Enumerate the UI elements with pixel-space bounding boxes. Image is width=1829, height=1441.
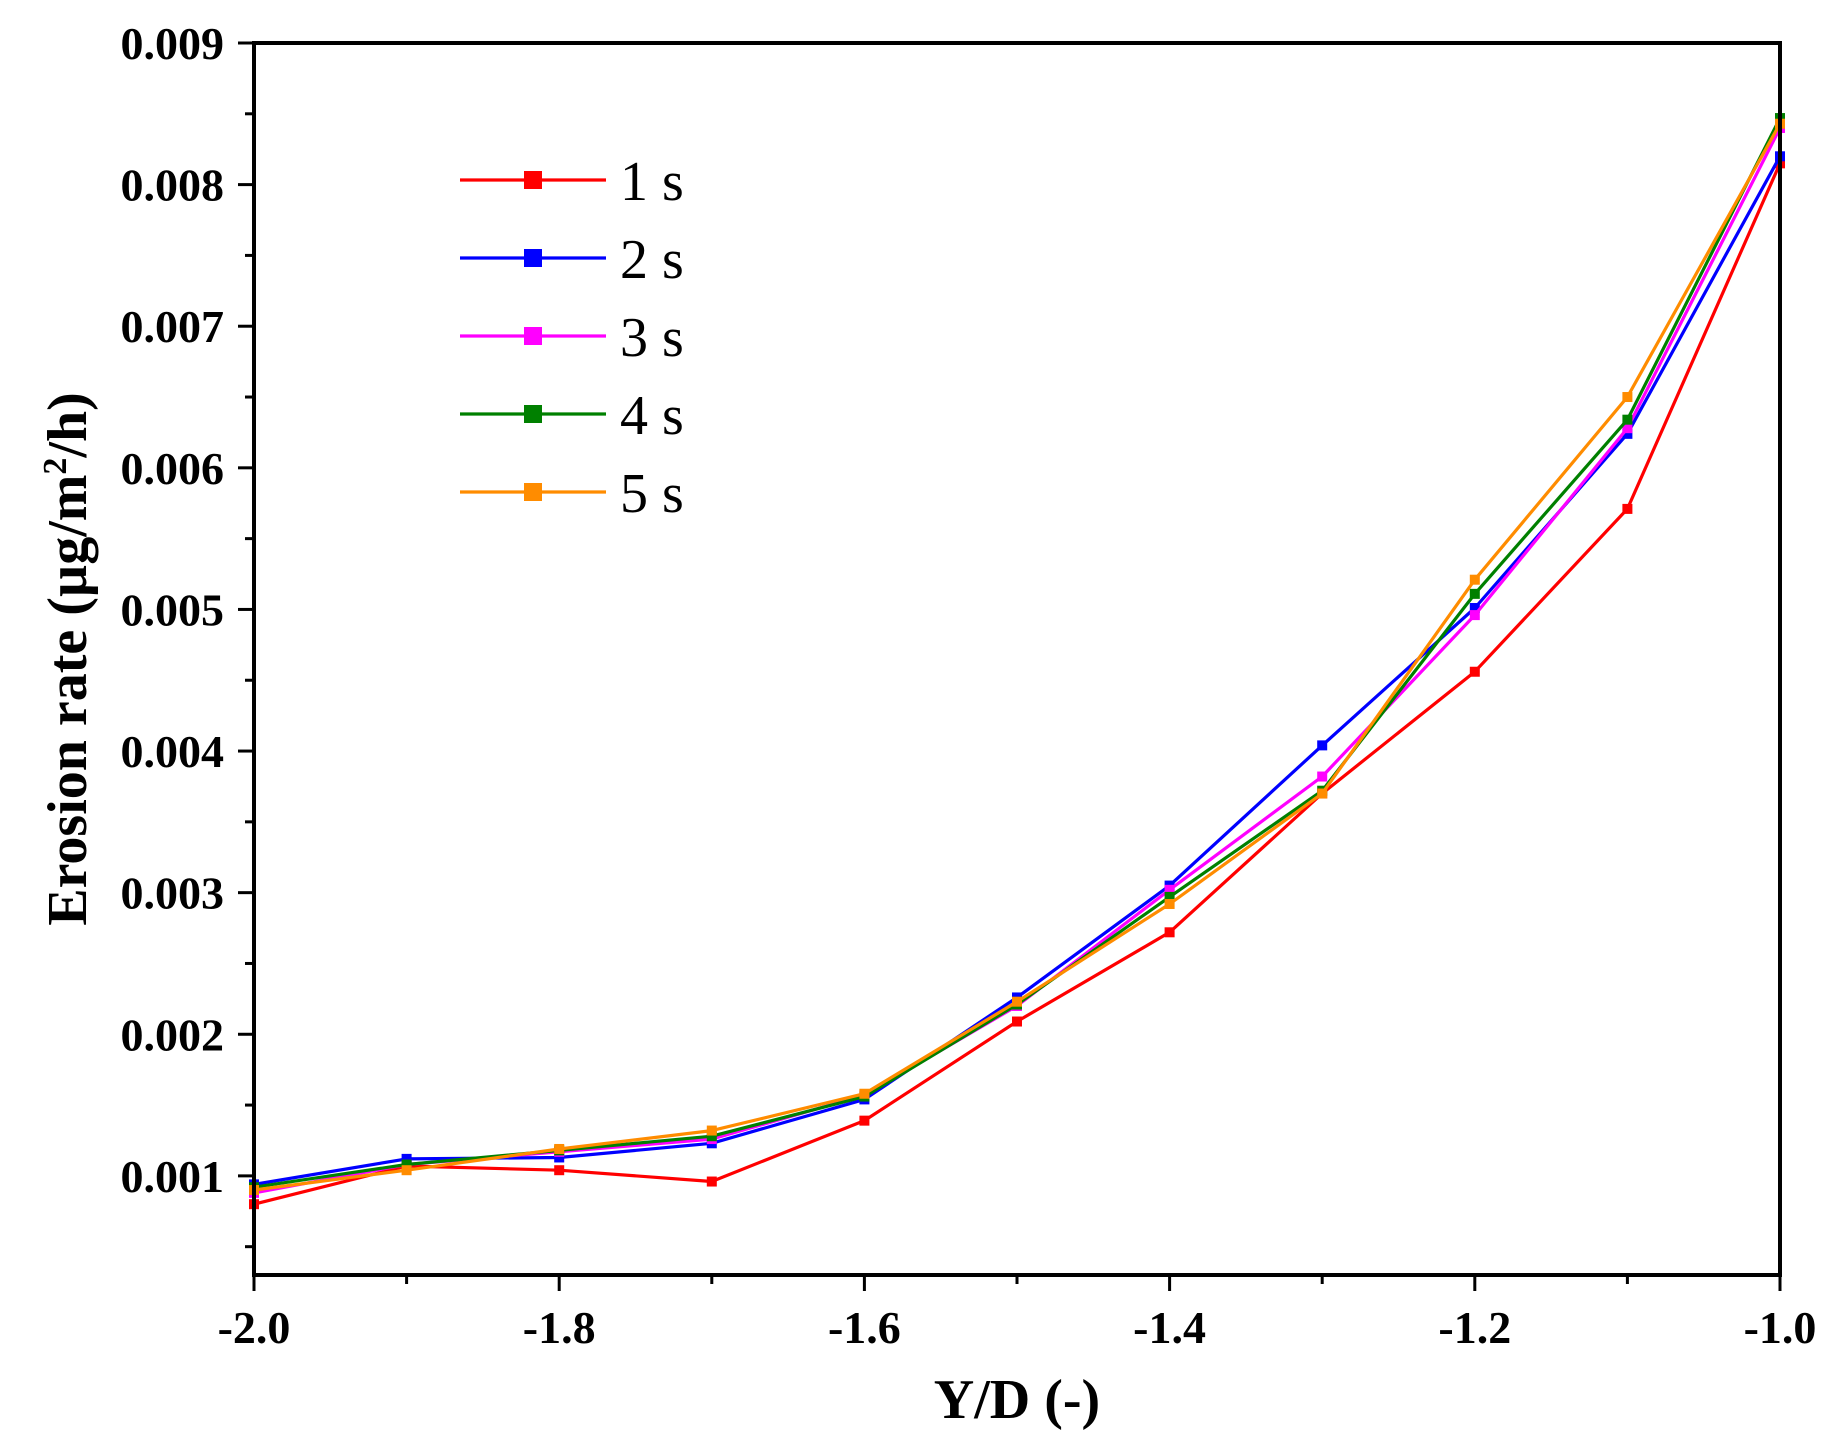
series-line: [253, 162, 1782, 1206]
data-point: [554, 1152, 565, 1163]
legend-item: 2 s: [460, 229, 684, 291]
x-tick-label: -1.6: [828, 1302, 901, 1353]
data-point: [1164, 927, 1175, 938]
y-tick-label: 0.003: [121, 868, 225, 919]
data-point: [401, 1153, 412, 1164]
legend-swatch-marker: [524, 249, 542, 267]
x-tick-label: -1.8: [523, 1302, 596, 1353]
data-point: [1317, 771, 1328, 782]
data-point: [554, 1143, 565, 1154]
x-tick-label: -2.0: [218, 1302, 291, 1353]
y-tick-label: 0.004: [121, 726, 225, 777]
data-point: [1622, 392, 1633, 403]
data-point: [706, 1125, 717, 1136]
data-point: [1469, 603, 1480, 614]
x-tick-label: -1.0: [1744, 1302, 1817, 1353]
data-point: [1469, 610, 1480, 621]
data-point: [1012, 1016, 1022, 1027]
data-point: [706, 1131, 717, 1142]
data-point: [1622, 428, 1633, 439]
data-point: [1469, 666, 1480, 677]
y-tick-label: 0.007: [121, 301, 225, 352]
series-2s: [249, 151, 1785, 1190]
plot-frame: [252, 41, 1782, 1277]
data-point: [1622, 423, 1633, 434]
y-axis-title-superscript: 2: [37, 458, 74, 475]
data-point: [1622, 503, 1633, 514]
legend-swatch-marker: [524, 171, 542, 189]
series-line: [253, 117, 1782, 1189]
y-tick-label: 0.005: [121, 584, 225, 635]
data-point: [554, 1165, 565, 1176]
y-tick-label: 0.006: [121, 443, 225, 494]
legend: 1 s 2 s 3 s 4 s 5 s: [460, 151, 684, 525]
data-point: [1317, 788, 1328, 799]
legend-label: 1 s: [620, 151, 684, 213]
data-point: [706, 1176, 717, 1187]
x-tick-label: -1.2: [1438, 1302, 1511, 1353]
data-point: [859, 1115, 870, 1126]
data-point: [1469, 588, 1480, 599]
axis-ticks: [238, 41, 1782, 1291]
y-tick-label: 0.008: [121, 160, 225, 211]
data-point: [1012, 996, 1022, 1007]
data-point: [1622, 414, 1633, 425]
series-line: [253, 127, 1782, 1195]
legend-label: 3 s: [620, 307, 684, 369]
data-point: [1164, 898, 1175, 909]
legend-item: 4 s: [460, 385, 684, 447]
data-point: [1164, 884, 1175, 895]
legend-swatch-marker: [524, 483, 542, 501]
data-series: [249, 113, 1785, 1210]
series-5s: [249, 118, 1785, 1196]
y-tick-label: 0.001: [121, 1151, 225, 1202]
data-point: [859, 1088, 870, 1099]
legend-label: 2 s: [620, 229, 684, 291]
series-line: [253, 155, 1782, 1186]
x-tick-label: -1.4: [1133, 1302, 1206, 1353]
legend-item: 1 s: [460, 151, 684, 213]
series-line: [253, 122, 1782, 1192]
y-tick-label: 0.002: [121, 1009, 225, 1060]
y-axis-title: Erosion rate (µg/m2/h): [37, 392, 99, 926]
data-point: [401, 1159, 412, 1170]
data-point: [401, 1165, 412, 1176]
y-axis-title-prefix: Erosion rate (µg/m: [37, 475, 99, 926]
series-1s: [249, 158, 1785, 1210]
legend-item: 3 s: [460, 307, 684, 369]
y-axis-title-suffix: /h): [37, 392, 99, 458]
data-point: [1164, 891, 1175, 902]
legend-swatch-marker: [524, 405, 542, 423]
legend-label: 4 s: [620, 385, 684, 447]
y-tick-label: 0.009: [121, 18, 225, 69]
data-point: [1317, 740, 1328, 751]
data-point: [1469, 574, 1480, 585]
legend-item: 5 s: [460, 463, 684, 525]
tick-labels: -2.0 -1.8 -1.6 -1.4 -1.2 -1.0 0.001 0.002 0.003 0…: [121, 18, 1817, 1353]
series-3s: [249, 122, 1785, 1198]
x-axis-title: Y/D (-): [934, 1369, 1100, 1431]
series-4s: [249, 113, 1785, 1193]
legend-swatch-marker: [524, 327, 542, 345]
legend-label: 5 s: [620, 463, 684, 525]
